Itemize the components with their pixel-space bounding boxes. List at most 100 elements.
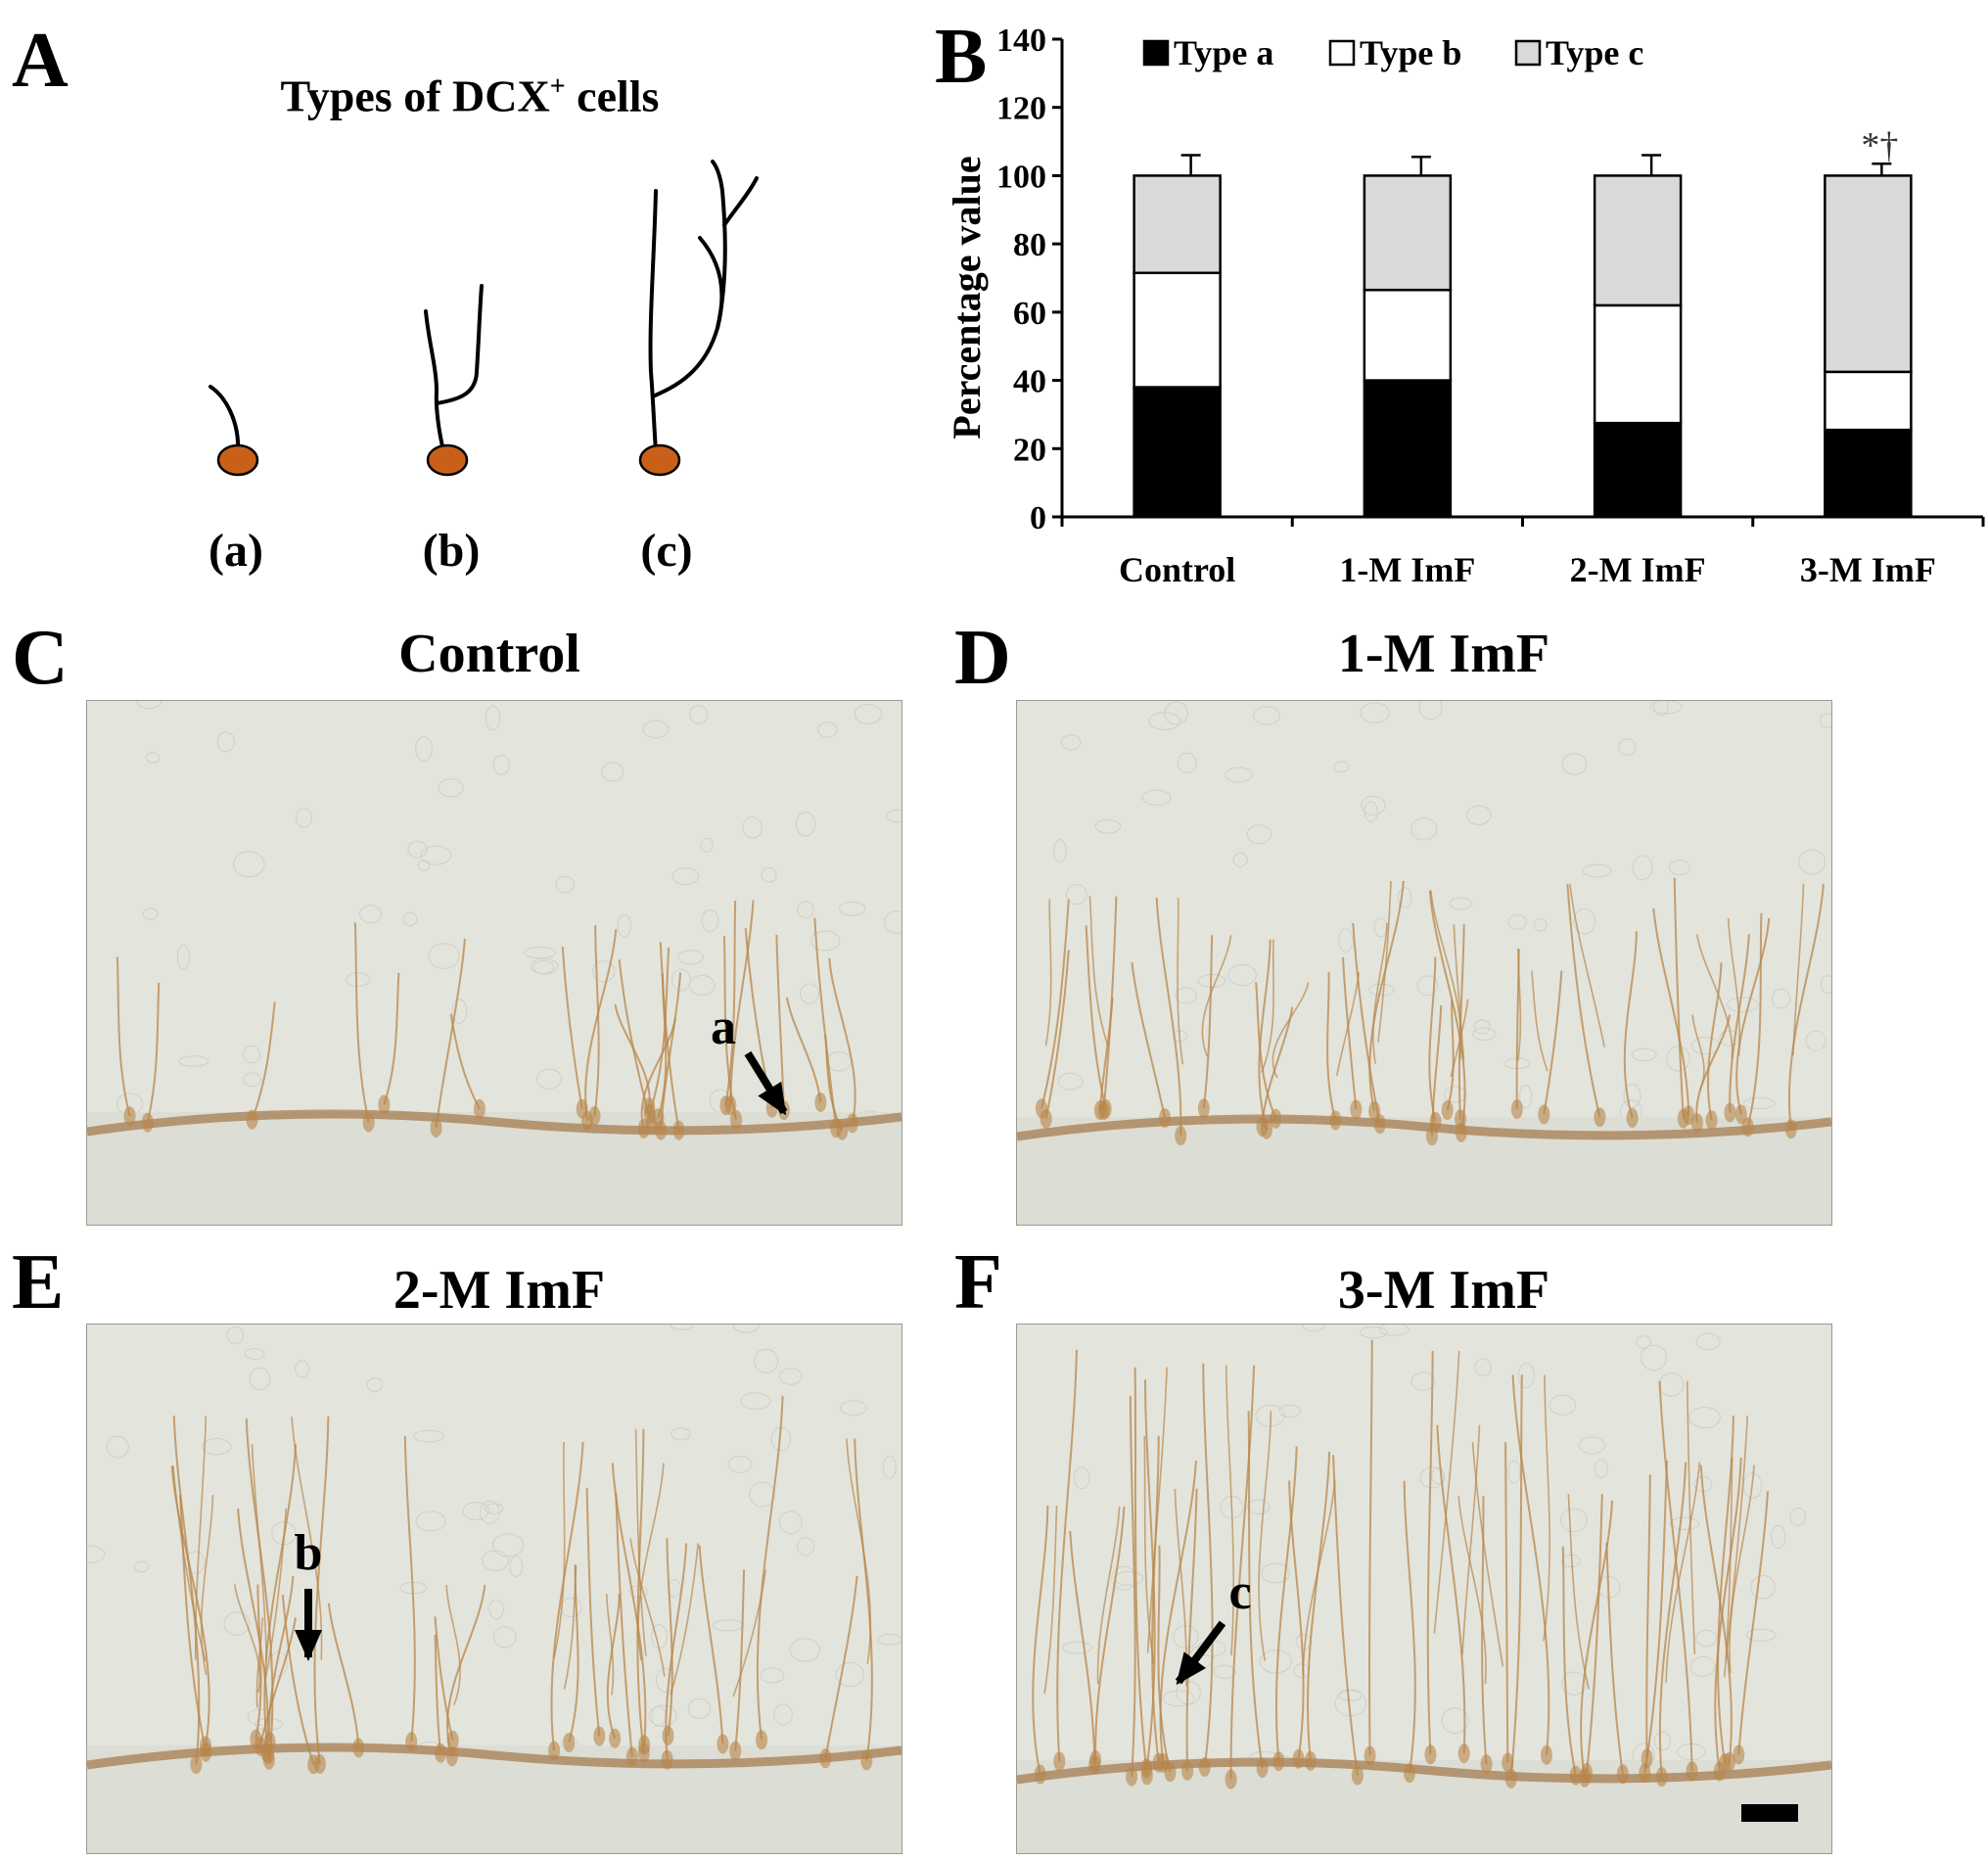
- dcx-cell-branch: [1088, 896, 1109, 1046]
- tissue-texture: [1253, 706, 1280, 725]
- tissue-texture: [136, 701, 162, 710]
- dcx-cell-soma: [729, 1741, 742, 1761]
- tissue-texture: [223, 1611, 251, 1636]
- dcx-cell-soma: [378, 1094, 391, 1115]
- dcx-cell-dendrite: [1332, 1455, 1359, 1776]
- bar-type-a: [1133, 386, 1222, 519]
- dcx-cell-dendrite: [1586, 1494, 1603, 1774]
- dcx-cell-dendrite: [172, 1416, 201, 1765]
- dcx-cell-soma: [123, 1106, 136, 1127]
- tissue-texture: [1177, 752, 1197, 773]
- cell-type-label-c: (c): [640, 525, 692, 577]
- dcx-cell-dendrite: [734, 1569, 746, 1751]
- tissue-texture: [451, 999, 468, 1025]
- dcx-cell-dendrite: [1428, 956, 1437, 1122]
- tissue-texture: [670, 1325, 694, 1330]
- dcx-cell-soma: [1403, 1763, 1415, 1784]
- dcx-cell-branch: [1271, 982, 1310, 1079]
- dcx-cell-branch: [1225, 1365, 1235, 1655]
- dcx-cell-dendrite: [665, 1543, 688, 1760]
- tissue-texture: [778, 1510, 803, 1535]
- legend-label: Type b: [1360, 33, 1461, 72]
- dcx-cell-branch: [1096, 1506, 1121, 1685]
- dcx-cell-soma: [141, 1112, 154, 1133]
- tissue-texture: [1689, 1655, 1716, 1677]
- subgranular-zone-staining: [87, 1743, 902, 1770]
- scale-bar: [1741, 1804, 1798, 1822]
- tissue-texture: [760, 1667, 785, 1684]
- tissue-texture: [106, 1435, 129, 1459]
- tissue-texture: [1302, 1325, 1325, 1332]
- dcx-cell-dendrite: [1155, 898, 1182, 1137]
- cell-type-label-b: (b): [423, 525, 481, 577]
- tissue-texture: [1573, 907, 1595, 935]
- tissue-texture: [1164, 701, 1188, 725]
- dcx-cell-dendrite: [434, 1635, 442, 1753]
- dcx-cell-soma: [1225, 1769, 1237, 1789]
- tissue-texture: [1061, 734, 1082, 751]
- dcx-cell-soma: [1181, 1760, 1194, 1781]
- tissue-texture: [817, 721, 838, 738]
- tissue-texture: [1695, 1332, 1721, 1351]
- tissue-texture: [789, 1638, 821, 1662]
- bar-type-a: [1824, 428, 1913, 519]
- dcx-cell-branch: [634, 1428, 647, 1656]
- tissue-texture: [1534, 917, 1548, 932]
- tissue-texture: [243, 1045, 261, 1064]
- dcx-cell-dendrite: [446, 1584, 486, 1757]
- tissue-texture: [671, 968, 691, 992]
- dcx-cell-soma: [1350, 1099, 1363, 1120]
- dcx-cell-soma: [1784, 1119, 1797, 1139]
- tissue-texture: [1668, 860, 1690, 875]
- arrow-label: a: [711, 999, 736, 1055]
- tissue-texture: [403, 911, 418, 927]
- legend-label: Type c: [1546, 33, 1643, 72]
- tissue-texture: [232, 851, 265, 878]
- dcx-cell-dendrite: [1426, 1350, 1434, 1755]
- tissue-texture: [1653, 701, 1669, 717]
- dcx-cell-branch: [171, 1465, 207, 1662]
- dcx-cell-soma: [661, 1749, 673, 1770]
- dcx-cell-soma: [1641, 1748, 1653, 1769]
- tissue-texture: [1397, 887, 1412, 908]
- dcx-cell-branch: [1723, 1457, 1734, 1678]
- tissue-texture: [407, 840, 428, 859]
- dcx-cell-soma: [756, 1730, 768, 1750]
- tissue-texture: [1441, 1707, 1469, 1735]
- dcx-cell-dendrite: [1737, 1491, 1769, 1755]
- bar-type-c: [1824, 174, 1913, 374]
- tissue-texture: [689, 705, 709, 724]
- tissue-texture: [810, 930, 841, 952]
- dcx-cell-dendrite: [1261, 1006, 1294, 1127]
- tissue-texture: [488, 1599, 504, 1620]
- dcx-cell-dendrite: [1746, 912, 1763, 1128]
- legend-swatch: [1328, 39, 1356, 67]
- dcx-cell-dendrite: [585, 1487, 601, 1737]
- tissue-texture: [740, 1392, 771, 1410]
- dcx-cell-dendrite: [636, 1428, 645, 1753]
- tissue-texture: [1094, 818, 1122, 834]
- bar-type-a: [1363, 379, 1453, 519]
- tissue-texture: [524, 947, 557, 959]
- panel-letter-c: C: [12, 615, 69, 701]
- dcx-cell-dendrite: [1623, 931, 1638, 1119]
- tissue-texture: [1636, 1335, 1651, 1350]
- dcx-cell-dendrite: [403, 1436, 416, 1743]
- cell-c-branch-3: [722, 176, 759, 227]
- panel-letter-e: E: [12, 1239, 65, 1325]
- dcx-cell-soma: [445, 1746, 458, 1767]
- tissue-texture: [420, 845, 452, 865]
- tissue-texture: [1771, 1525, 1786, 1550]
- tissue-texture: [1798, 849, 1826, 875]
- dcx-cell-branch: [1433, 1350, 1460, 1634]
- tissue-texture: [1246, 1499, 1271, 1514]
- y-tick-label: 140: [996, 23, 1046, 59]
- dcx-cell-dendrite: [1446, 999, 1455, 1111]
- dcx-cell-soma: [1197, 1098, 1210, 1119]
- tissue-texture: [485, 705, 501, 731]
- tissue-texture: [1632, 855, 1653, 881]
- dcx-cell-soma: [662, 1726, 674, 1746]
- tissue-texture: [509, 1556, 524, 1577]
- dcx-cell-soma: [638, 1735, 651, 1755]
- dcx-cell-soma: [1733, 1744, 1745, 1765]
